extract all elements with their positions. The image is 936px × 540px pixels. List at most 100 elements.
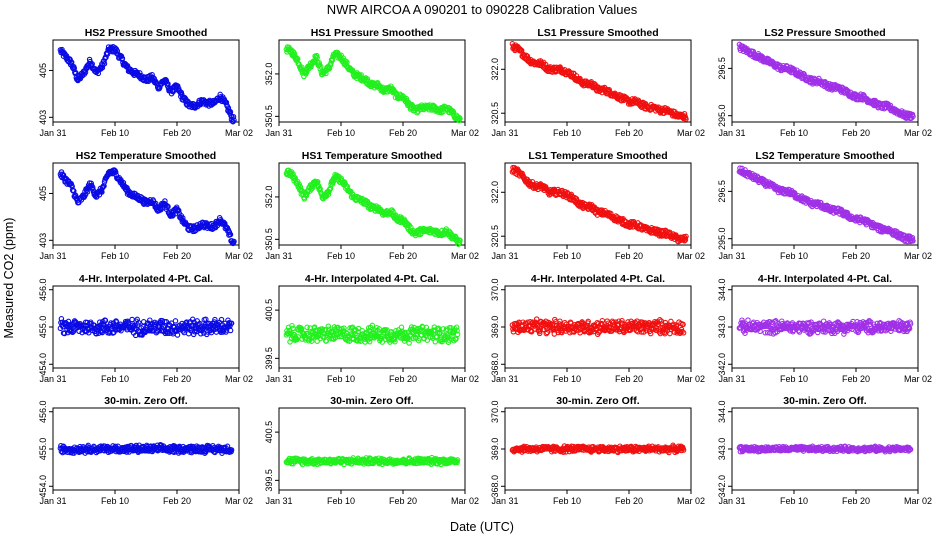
y-tick-label: 454.0 <box>38 475 48 498</box>
data-point <box>190 331 197 338</box>
data-point <box>682 237 689 243</box>
data-point <box>369 322 376 329</box>
y-tick-label: 454.0 <box>38 353 48 376</box>
x-tick-label: Mar 02 <box>904 251 932 261</box>
x-tick-label: Feb 20 <box>389 128 417 138</box>
data-point <box>165 203 171 210</box>
x-tick-label: Jan 31 <box>265 128 292 138</box>
y-tick-label: 456.0 <box>38 400 48 423</box>
panel-14: 30-min. Zero Off.Jan 31 Feb 10 Feb 20 Mar 0… <box>264 395 479 506</box>
x-tick-label: Feb 10 <box>780 374 808 384</box>
x-tick-label: Jan 31 <box>39 374 66 384</box>
data-point <box>124 318 131 325</box>
series-points <box>57 316 235 339</box>
data-point <box>910 113 916 120</box>
panel-frame <box>278 407 466 491</box>
x-tick-label: Feb 10 <box>101 128 129 138</box>
data-point <box>89 184 96 191</box>
data-point <box>364 334 370 341</box>
y-tick-label: 399.5 <box>264 347 274 370</box>
y-tick-label: 400.5 <box>264 421 274 444</box>
data-point <box>384 327 390 333</box>
data-point <box>845 88 851 94</box>
data-point <box>228 112 234 119</box>
data-point <box>762 330 768 336</box>
data-point <box>577 75 583 82</box>
data-point <box>325 323 332 330</box>
x-tick-label: Jan 31 <box>718 128 745 138</box>
y-tick-label: 296.5 <box>717 180 727 203</box>
data-point <box>807 330 814 337</box>
data-point <box>189 316 196 323</box>
x-tick-label: Mar 02 <box>225 128 253 138</box>
series-points <box>736 41 916 122</box>
panel-9: 4-Hr. Interpolated 4-Pt. Cal.Jan 31 Feb 1… <box>38 273 253 384</box>
data-point <box>379 339 386 345</box>
data-point <box>304 324 310 331</box>
data-point <box>745 317 751 323</box>
data-point <box>854 319 860 325</box>
data-point <box>888 328 894 334</box>
y-tick-label: 343.0 <box>717 316 727 339</box>
x-tick-label: Mar 02 <box>225 374 253 384</box>
series-points <box>509 41 689 122</box>
x-tick-label: Mar 02 <box>225 251 253 261</box>
data-point <box>58 316 65 322</box>
panel-15: 30-min. Zero Off.Jan 31 Feb 10 Feb 20 Mar 0… <box>490 395 705 506</box>
x-tick-label: Feb 10 <box>101 251 129 261</box>
data-point <box>230 113 237 120</box>
data-point <box>519 170 525 177</box>
x-tick-label: Feb 10 <box>327 374 355 384</box>
x-axis-label: Date (UTC) <box>450 520 514 534</box>
y-tick-label: 322.0 <box>490 181 500 204</box>
data-point <box>779 318 785 324</box>
data-point <box>683 233 689 240</box>
data-point <box>680 330 687 336</box>
data-point <box>131 323 137 329</box>
x-tick-label: Feb 20 <box>389 251 417 261</box>
data-point <box>673 323 680 330</box>
series-points <box>509 164 689 245</box>
data-point <box>218 316 225 323</box>
data-point <box>289 322 295 329</box>
data-point <box>532 326 538 332</box>
panel-title: LS1 Pressure Smoothed <box>537 27 658 39</box>
data-point <box>907 321 914 327</box>
x-tick-label: Feb 20 <box>615 251 643 261</box>
series-points <box>283 322 461 346</box>
series-points <box>57 167 237 247</box>
panel-frame <box>504 39 692 123</box>
panel-frame <box>504 162 692 246</box>
panel-frame <box>278 39 466 123</box>
y-tick-label: 405 <box>38 186 48 201</box>
panel-title: HS2 Temperature Smoothed <box>76 150 216 162</box>
panel-title: HS2 Pressure Smoothed <box>85 27 208 39</box>
x-tick-label: Feb 20 <box>842 374 870 384</box>
data-point <box>294 336 300 343</box>
data-point <box>212 316 218 323</box>
series-points <box>57 44 237 125</box>
x-tick-label: Jan 31 <box>491 251 518 261</box>
x-tick-label: Feb 20 <box>163 496 191 506</box>
y-tick-label: 399.5 <box>264 469 274 492</box>
data-point <box>406 340 412 346</box>
data-point <box>445 339 452 346</box>
panel-title: 4-Hr. Interpolated 4-Pt. Cal. <box>305 273 439 285</box>
data-point <box>858 91 864 97</box>
data-point <box>683 116 689 122</box>
y-tick-label: 369.0 <box>490 316 500 339</box>
data-point <box>323 70 329 77</box>
x-tick-label: Mar 02 <box>451 251 479 261</box>
x-tick-label: Mar 02 <box>451 496 479 506</box>
data-point <box>231 117 237 123</box>
data-point <box>447 230 454 236</box>
data-point <box>365 331 371 337</box>
y-tick-label: 295.0 <box>717 104 727 127</box>
data-point <box>101 60 108 67</box>
series-points <box>736 317 914 337</box>
data-point <box>183 319 190 325</box>
x-tick-label: Feb 10 <box>101 496 129 506</box>
x-tick-label: Feb 20 <box>389 374 417 384</box>
data-point <box>408 324 415 330</box>
